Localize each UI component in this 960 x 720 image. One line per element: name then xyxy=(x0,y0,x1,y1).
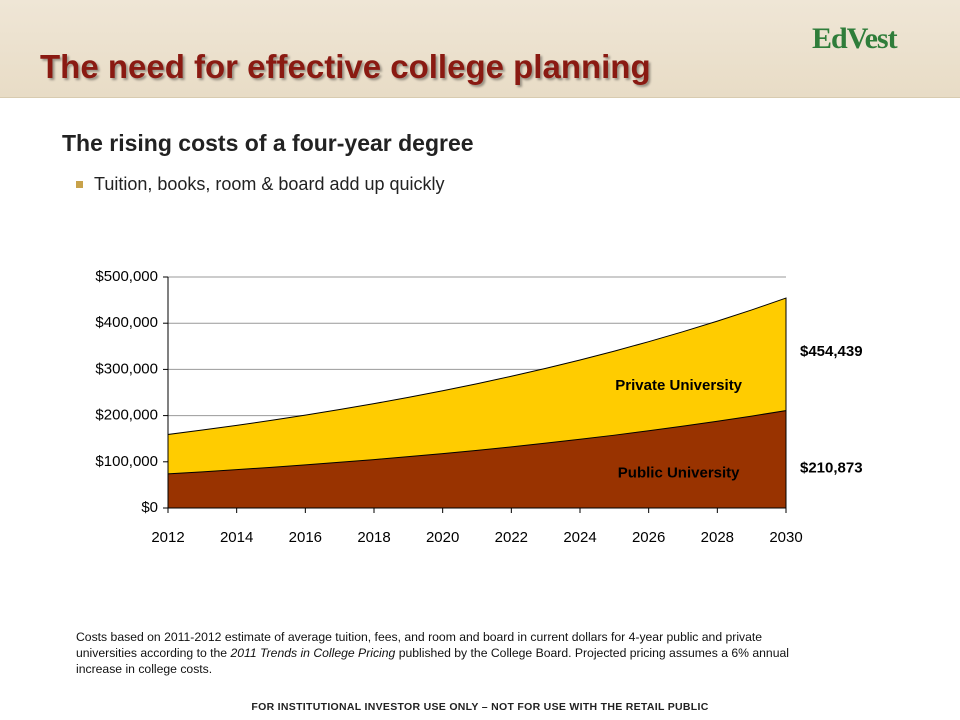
y-tick-label: $100,000 xyxy=(95,453,158,470)
header-band xyxy=(0,0,960,98)
x-tick-label: 2024 xyxy=(563,529,596,546)
y-tick-label: $0 xyxy=(141,499,158,516)
footnote: Costs based on 2011-2012 estimate of ave… xyxy=(76,629,806,677)
slide-title: The need for effective college planning xyxy=(40,48,651,85)
x-tick-label: 2026 xyxy=(632,529,665,546)
series-label: Private University xyxy=(615,377,742,394)
bullet: Tuition, books, room & board add up quic… xyxy=(76,174,445,194)
y-tick-label: $200,000 xyxy=(95,407,158,424)
x-tick-label: 2014 xyxy=(220,529,253,546)
footnote-text: Costs based on 2011-2012 estimate of ave… xyxy=(76,630,763,660)
x-tick-label: 2030 xyxy=(769,529,802,546)
x-tick-label: 2012 xyxy=(151,529,184,546)
x-tick-label: 2016 xyxy=(289,529,322,546)
value-label: $454,439 xyxy=(800,343,863,360)
footer: FOR INSTITUTIONAL INVESTOR USE ONLY – NO… xyxy=(251,701,709,713)
x-tick-label: 2022 xyxy=(495,529,528,546)
x-tick-label: 2020 xyxy=(426,529,459,546)
subtitle: The rising costs of a four-year degree xyxy=(62,130,474,156)
footnote-text: published by the College Board. Projecte… xyxy=(76,646,789,676)
footnote-source: 2011 Trends in College Pricing xyxy=(230,646,396,660)
x-tick-label: 2028 xyxy=(701,529,734,546)
x-tick-label: 2018 xyxy=(357,529,390,546)
y-tick-label: $400,000 xyxy=(95,314,158,331)
value-label: $210,873 xyxy=(800,460,863,477)
y-tick-label: $300,000 xyxy=(95,360,158,377)
area xyxy=(167,409,787,509)
series-label: Public University xyxy=(618,464,740,481)
y-tick-label: $500,000 xyxy=(95,268,158,285)
logo: EdVest xyxy=(812,22,898,55)
